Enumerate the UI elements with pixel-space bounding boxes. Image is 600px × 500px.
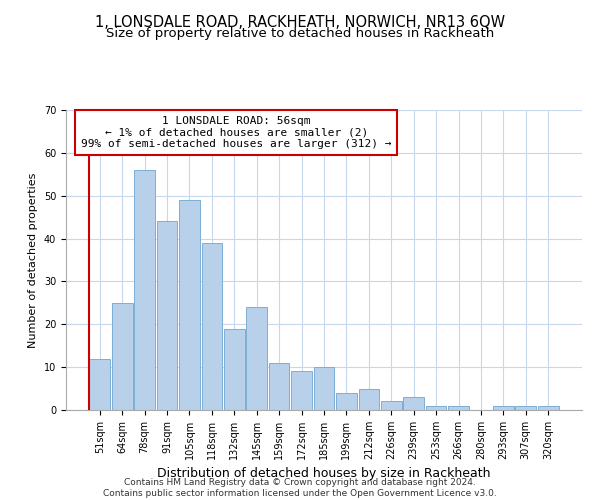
Bar	[247, 307, 267, 410]
Bar	[291, 372, 312, 410]
Bar	[336, 393, 357, 410]
Text: Contains HM Land Registry data © Crown copyright and database right 2024.
Contai: Contains HM Land Registry data © Crown c…	[103, 478, 497, 498]
Bar	[202, 243, 222, 410]
Bar	[515, 406, 536, 410]
X-axis label: Distribution of detached houses by size in Rackheath: Distribution of detached houses by size …	[157, 468, 491, 480]
Bar	[157, 222, 178, 410]
Text: Size of property relative to detached houses in Rackheath: Size of property relative to detached ho…	[106, 28, 494, 40]
Bar	[426, 406, 446, 410]
Bar	[493, 406, 514, 410]
Bar	[314, 367, 334, 410]
Text: 1 LONSDALE ROAD: 56sqm
← 1% of detached houses are smaller (2)
99% of semi-detac: 1 LONSDALE ROAD: 56sqm ← 1% of detached …	[81, 116, 392, 149]
Bar	[381, 402, 401, 410]
Bar	[269, 363, 289, 410]
Bar	[538, 406, 559, 410]
Text: 1, LONSDALE ROAD, RACKHEATH, NORWICH, NR13 6QW: 1, LONSDALE ROAD, RACKHEATH, NORWICH, NR…	[95, 15, 505, 30]
Bar	[89, 358, 110, 410]
Bar	[224, 328, 245, 410]
Bar	[403, 397, 424, 410]
Bar	[179, 200, 200, 410]
Y-axis label: Number of detached properties: Number of detached properties	[28, 172, 38, 348]
Bar	[112, 303, 133, 410]
Bar	[448, 406, 469, 410]
Bar	[359, 388, 379, 410]
Bar	[134, 170, 155, 410]
